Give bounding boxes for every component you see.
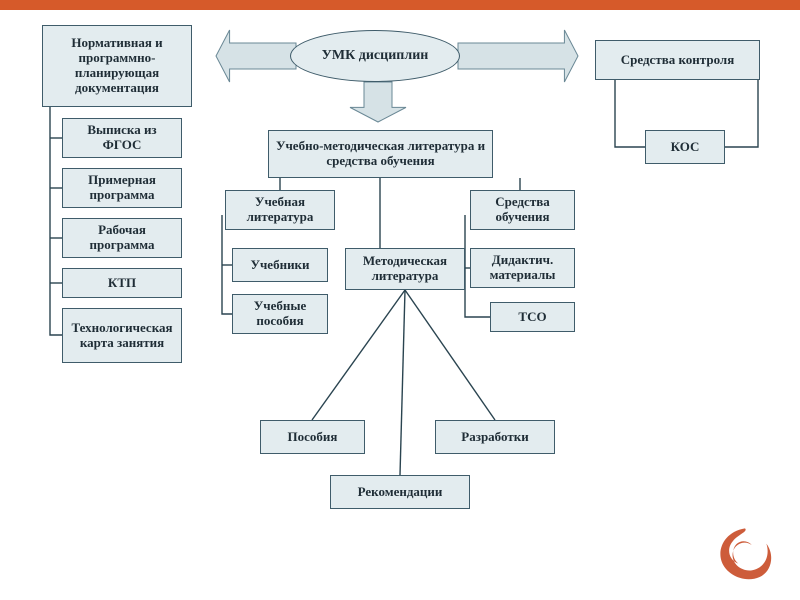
node-kos: КОС: [645, 130, 725, 164]
node-label: Методическая литература: [352, 254, 458, 284]
node-label: Разработки: [461, 430, 528, 445]
node-label: Дидактич. материалы: [477, 253, 568, 283]
node-label: Технологическая карта занятия: [69, 321, 175, 351]
node-uml: Учебно-методическая литература и средств…: [268, 130, 493, 178]
node-posob: Пособия: [260, 420, 365, 454]
node-label: КОС: [671, 140, 700, 155]
node-razrab: Разработки: [435, 420, 555, 454]
node-label: Пособия: [288, 430, 338, 445]
node-label: Учебники: [250, 258, 309, 273]
decorative-logo: [710, 525, 780, 585]
node-label: ТСО: [518, 310, 546, 325]
node-norm: Нормативная и программно-планирующая док…: [42, 25, 192, 107]
node-label: Учебные пособия: [239, 299, 321, 329]
node-label: Средства контроля: [621, 53, 734, 68]
node-label: Учебная литература: [232, 195, 328, 225]
node-rekom: Рекомендации: [330, 475, 470, 509]
node-control: Средства контроля: [595, 40, 760, 80]
node-uchlit: Учебная литература: [225, 190, 335, 230]
node-label: Примерная программа: [69, 173, 175, 203]
node-ktp: КТП: [62, 268, 182, 298]
diagram-canvas: УМК дисциплин Нормативная и программно-пл…: [0, 0, 800, 600]
node-label: УМК дисциплин: [322, 48, 429, 64]
node-didakt: Дидактич. материалы: [470, 248, 575, 288]
node-label: Рабочая программа: [69, 223, 175, 253]
top-band: [0, 0, 800, 10]
node-tech: Технологическая карта занятия: [62, 308, 182, 363]
node-prim: Примерная программа: [62, 168, 182, 208]
node-label: Учебно-методическая литература и средств…: [275, 139, 486, 169]
node-uchpos: Учебные пособия: [232, 294, 328, 334]
node-sredobu: Средства обучения: [470, 190, 575, 230]
node-fgos: Выписка из ФГОС: [62, 118, 182, 158]
node-tso: ТСО: [490, 302, 575, 332]
node-metlit: Методическая литература: [345, 248, 465, 290]
node-umk: УМК дисциплин: [290, 30, 460, 82]
node-label: Средства обучения: [477, 195, 568, 225]
node-label: Рекомендации: [358, 485, 443, 500]
node-label: Нормативная и программно-планирующая док…: [49, 36, 185, 96]
node-uchebniki: Учебники: [232, 248, 328, 282]
node-rab: Рабочая программа: [62, 218, 182, 258]
node-label: КТП: [108, 276, 136, 291]
node-label: Выписка из ФГОС: [69, 123, 175, 153]
